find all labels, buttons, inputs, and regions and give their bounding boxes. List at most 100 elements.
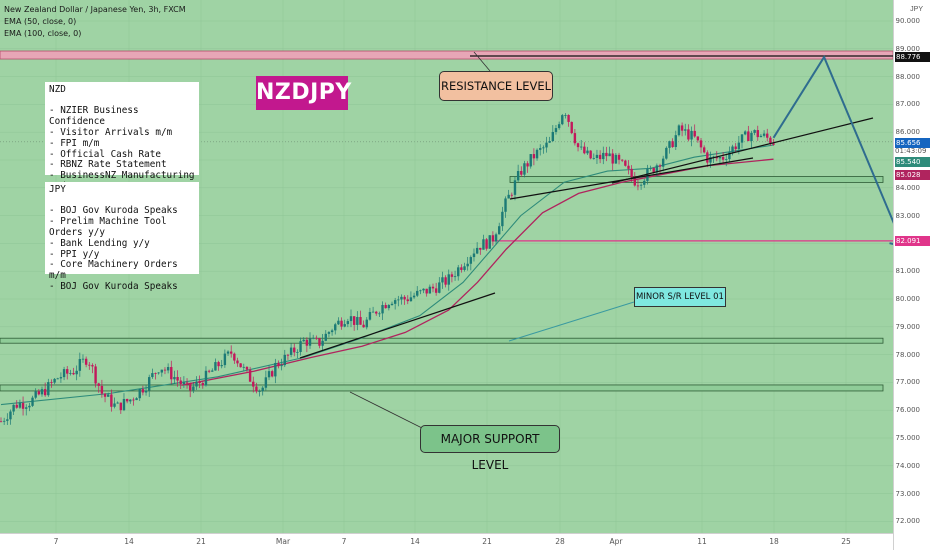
bar-countdown: 01:43:09 (895, 147, 927, 155)
candle-body (406, 299, 409, 302)
candle-body (349, 316, 353, 322)
candle-body (255, 386, 258, 392)
candle-body (431, 286, 435, 289)
candle-body (671, 141, 674, 148)
candle-body (365, 319, 368, 328)
candle-body (753, 130, 756, 133)
candle-body (684, 129, 687, 131)
price-tick: 90.000 (895, 17, 921, 25)
resistance-callout[interactable]: RESISTANCE LEVEL (439, 71, 553, 101)
candle-body (696, 136, 700, 141)
candle-body (185, 382, 189, 384)
candle-body (258, 391, 261, 392)
candle-body (223, 353, 227, 366)
candle-body (40, 389, 44, 395)
candle-body (567, 115, 570, 122)
projection-arrow (772, 54, 893, 245)
candle-body (132, 399, 135, 401)
last-price-label: 85.656 (895, 138, 930, 148)
candle-body (453, 276, 457, 278)
price-tick: 84.000 (895, 183, 921, 192)
candle-body (381, 305, 384, 314)
resistance-zone (0, 50, 893, 60)
time-tick: 14 (410, 537, 420, 546)
resistance-price-label: 88.776 (895, 52, 930, 62)
trendline-upper (611, 117, 874, 184)
candle-body (229, 351, 233, 354)
ema100-price-label: 85.028 (895, 170, 930, 180)
candle-body (772, 143, 775, 145)
price-tick: 86.000 (895, 128, 921, 137)
candle-body (315, 337, 318, 339)
candle-body (397, 299, 400, 301)
price-axis[interactable]: JPY 72.000 73.000 74.000 75.000 76.000 77.000… (893, 0, 932, 550)
price-tick: 78.000 (895, 350, 921, 359)
candle-body (400, 296, 403, 300)
nzd-event: - FPI m/m (49, 137, 100, 149)
ema50-line (0, 144, 774, 406)
candle-body (170, 367, 173, 380)
candle-body (573, 133, 577, 144)
candle-body (214, 362, 217, 371)
candle-body (18, 403, 22, 408)
jpy-events-box: JPY - BOJ Gov Kuroda Speaks - Prelim Mac… (45, 182, 199, 292)
time-tick: 14 (124, 537, 134, 546)
candle-body (368, 312, 372, 320)
jpy-event: - BOJ Gov Kuroda Speaks (49, 281, 178, 293)
candle-body (100, 385, 104, 394)
nzd-event: - Official Cash Rate (49, 148, 161, 160)
candle-body (163, 369, 167, 371)
candle-body (605, 152, 608, 157)
candle-body (220, 365, 223, 367)
candle-body (498, 226, 501, 235)
candle-body (330, 330, 334, 333)
candle-body (570, 121, 573, 134)
candle-body (403, 296, 406, 300)
projection-path (772, 54, 893, 224)
price-tick: 72.000 (895, 517, 921, 526)
candle-body (252, 381, 255, 387)
candle-body (466, 263, 469, 267)
candle-body (690, 130, 693, 140)
candle-body (482, 239, 485, 250)
candle-body (324, 333, 327, 341)
candle-body (551, 131, 555, 142)
candle-body (207, 370, 211, 372)
candle-body (652, 168, 655, 173)
minor-sr-callout[interactable]: MINOR S/R LEVEL 01 (634, 287, 726, 307)
time-axis[interactable]: 7 14 21 Mar 7 14 21 28 Apr 11 18 25 (0, 533, 893, 551)
candle-body (56, 378, 59, 380)
level-zones (0, 50, 893, 429)
candle-body (274, 362, 277, 377)
time-tick: 21 (196, 537, 206, 546)
candle-body (687, 129, 690, 140)
candle-body (680, 125, 684, 131)
currency-label: JPY (910, 6, 923, 13)
candle-body (283, 354, 286, 366)
candle-body (264, 377, 268, 388)
candle-body (759, 135, 763, 138)
candle-body (154, 373, 157, 374)
support-callout[interactable]: MAJOR SUPPORT LEVEL (420, 425, 560, 472)
candle-body (88, 364, 91, 366)
candle-body (356, 317, 359, 325)
price-tick: 74.000 (895, 461, 921, 470)
candle-body (627, 165, 630, 169)
time-tick: 25 (841, 537, 851, 546)
candle-body (728, 152, 731, 160)
candle-body (334, 324, 337, 331)
ema50-legend: EMA (50, close, 0) (4, 17, 77, 26)
candle-body (504, 198, 507, 212)
price-tick: 77.000 (895, 378, 921, 387)
candle-body (469, 257, 473, 264)
candle-body (302, 339, 305, 342)
candle-body (709, 157, 712, 163)
candle-body (242, 366, 245, 368)
minor-sr-zone (0, 337, 884, 344)
jpy-event: - Core Machinery Orders m/m (49, 259, 178, 282)
chart-title: New Zealand Dollar / Japanese Yen, 3h, F… (4, 5, 186, 14)
candle-body (630, 168, 633, 178)
ema100-legend: EMA (100, close, 0) (4, 29, 82, 38)
candle-body (6, 419, 9, 421)
